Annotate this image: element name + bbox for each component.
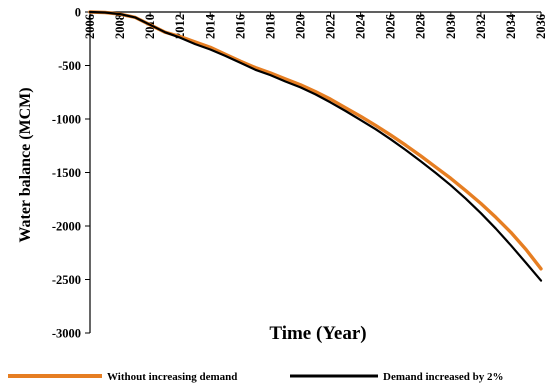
y-tick-label: -1500 (52, 166, 81, 180)
series-line-2 (88, 10, 543, 282)
x-tick-label: 2036 (534, 14, 548, 39)
y-tick-label: 0 (75, 6, 81, 20)
x-tick-label: 2028 (414, 14, 428, 39)
legend-item-1: Without increasing demand (8, 371, 237, 383)
x-tick-label: 2016 (233, 14, 247, 39)
legend-label: Demand increased by 2% (383, 371, 504, 383)
y-tick-label: -2000 (52, 220, 81, 234)
x-tick-label: 2008 (113, 14, 127, 39)
x-axis-title: Time (Year) (269, 323, 366, 344)
x-tick-label: 2022 (324, 14, 338, 39)
x-tick-label: 2030 (444, 14, 458, 39)
x-tick-label: 2032 (474, 14, 488, 39)
x-tick-label: 2026 (384, 14, 398, 39)
x-tick-label: 2020 (293, 14, 307, 39)
legend-label: Without increasing demand (107, 371, 237, 383)
legend: Without increasing demand Demand increase… (8, 371, 504, 383)
x-tick-label: 2006 (83, 14, 97, 39)
legend-item-2: Demand increased by 2% (290, 371, 504, 383)
x-tick-label: 2018 (263, 14, 277, 39)
y-axis: 0 -500 -1000 -1500 -2000 -2500 -3000 (52, 6, 91, 341)
series-line-1 (88, 10, 543, 271)
y-tick-label: -2500 (52, 273, 81, 287)
x-tick-label: 2024 (354, 13, 368, 39)
y-tick-label: -3000 (52, 327, 81, 341)
y-axis-title: Water balance (MCM) (17, 87, 34, 242)
x-tick-label: 2012 (173, 14, 187, 39)
x-tick-label: 2034 (504, 13, 518, 39)
series-lines (88, 10, 543, 282)
y-tick-label: -500 (58, 59, 81, 73)
y-tick-label: -1000 (52, 113, 81, 127)
x-tick-label: 2014 (203, 13, 217, 39)
x-axis: 2006 2008 2010 2012 2014 2016 2018 2020 2022 2024… (83, 11, 548, 39)
